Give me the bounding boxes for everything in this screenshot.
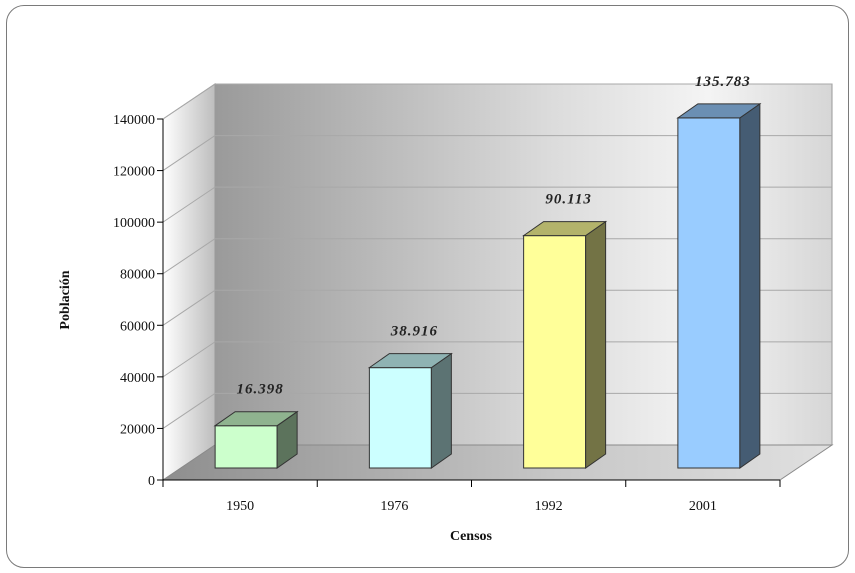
y-tick-label: 60000 — [120, 319, 155, 334]
gridline-side — [162, 238, 216, 275]
gridline-side — [162, 393, 216, 429]
y-tick-label: 0 — [148, 474, 155, 489]
data-label: 38.916 — [390, 324, 438, 340]
bar-top — [676, 103, 762, 119]
bar-side — [430, 352, 452, 469]
y-tick-label: 20000 — [120, 422, 155, 437]
data-label: 135.783 — [695, 74, 751, 90]
x-tick-label: 2001 — [689, 499, 717, 514]
data-labels: 16.398 38.916 90.113 135.783 — [237, 74, 751, 398]
bar-front — [523, 235, 587, 469]
gridline-side — [162, 341, 216, 378]
data-label: 90.113 — [545, 192, 591, 208]
bar-side — [585, 220, 607, 469]
y-tick-label: 80000 — [120, 268, 155, 283]
side-wall — [162, 83, 216, 481]
x-tick-label: 1976 — [380, 499, 408, 514]
bar-front — [368, 367, 432, 469]
gridline-side — [162, 186, 216, 223]
bar-front — [214, 425, 278, 469]
bar — [213, 410, 299, 469]
y-tick-label: 40000 — [120, 371, 155, 386]
y-axis: 0 20000 40000 60000 80000 100000 120000 140000 — [113, 113, 164, 489]
bar — [676, 102, 762, 469]
bar-top — [522, 221, 608, 237]
bars — [213, 102, 762, 469]
bar-top — [213, 411, 299, 427]
bar-front — [677, 117, 741, 469]
bar-side — [739, 102, 761, 469]
y-tick-label: 120000 — [113, 165, 155, 180]
gridline-side — [162, 83, 216, 120]
y-tick-label: 140000 — [113, 113, 155, 128]
bar — [367, 352, 453, 469]
y-tick-label: 100000 — [113, 216, 155, 231]
y-axis-title: Población — [58, 270, 73, 329]
data-label: 16.398 — [237, 382, 284, 398]
x-tick-label: 1950 — [226, 499, 254, 514]
gridline-side — [162, 135, 216, 171]
bar — [522, 220, 608, 469]
x-axis: 1950 1976 1992 2001 — [162, 479, 781, 514]
gridline-side — [162, 289, 216, 326]
x-tick-label: 1992 — [535, 499, 563, 514]
x-axis-title: Censos — [450, 529, 493, 544]
bar-top — [367, 353, 453, 369]
